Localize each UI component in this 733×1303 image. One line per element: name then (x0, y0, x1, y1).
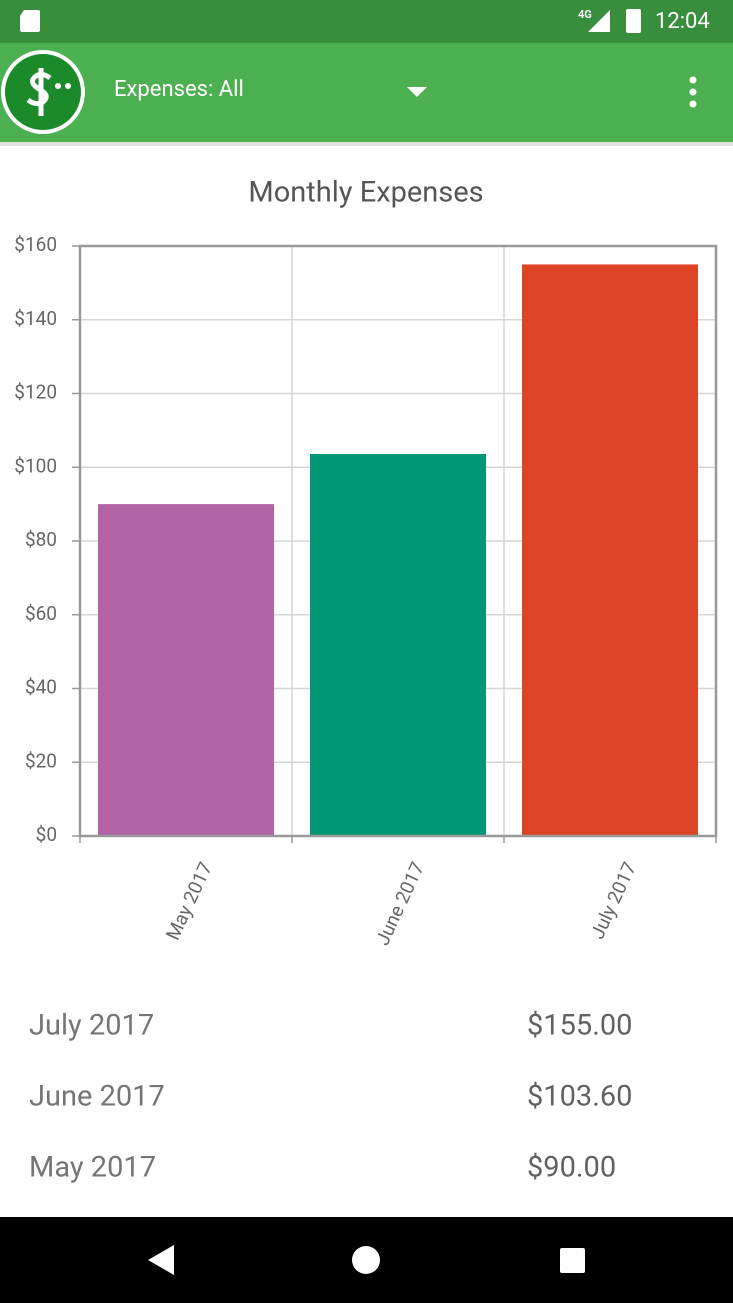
app-bar-shadow (0, 142, 733, 146)
chart-title: Monthly Expenses (248, 176, 483, 210)
battery-icon (626, 9, 641, 33)
dropdown-arrow[interactable] (407, 87, 427, 97)
y-tick-label: $100 (14, 454, 57, 477)
x-tick-label: May 2017 (161, 859, 217, 944)
overflow-menu[interactable] (689, 76, 697, 108)
y-tick-label: $140 (14, 307, 57, 330)
row-label: May 2017 (29, 1151, 156, 1185)
back-button[interactable] (148, 1245, 174, 1275)
y-tick-label: $80 (25, 528, 57, 551)
chart: $0 $20 $40 $60 $80 $100 $120 $140 $160 May 2017 Ju… (14, 233, 718, 949)
menu-dot (689, 76, 697, 84)
clock: 12:04 (655, 9, 710, 34)
status-bar (0, 0, 733, 43)
filter-spinner[interactable]: Expenses: All (114, 77, 244, 102)
row-amount: $155.00 (527, 1009, 632, 1043)
expense-row[interactable]: May 2017 $90.00 (29, 1151, 616, 1185)
y-tick-label: $160 (14, 233, 57, 256)
signal-icon (588, 10, 610, 32)
app-bar (0, 43, 733, 142)
menu-dot (689, 100, 697, 108)
y-tick-label: $0 (36, 823, 57, 846)
expense-row[interactable]: June 2017 $103.60 (29, 1080, 632, 1114)
bar (310, 453, 486, 836)
menu-dot (689, 88, 697, 96)
expense-list: July 2017 $155.00 June 2017 $103.60 May 2017… (29, 1009, 632, 1185)
bar (98, 504, 274, 836)
row-amount: $90.00 (527, 1151, 616, 1185)
y-tick-label: $20 (25, 749, 57, 772)
network-type: 4G (578, 8, 592, 21)
x-tick-label: July 2017 (586, 859, 641, 943)
logo-dot (55, 83, 61, 89)
recents-button[interactable] (560, 1248, 585, 1273)
y-tick-label: $40 (25, 676, 57, 699)
row-label: June 2017 (29, 1080, 165, 1114)
y-tick-label: $60 (25, 602, 57, 625)
plot-border (78, 244, 718, 838)
sd-icon (20, 10, 40, 32)
x-tick-label: June 2017 (371, 859, 429, 949)
logo-symbol (26, 68, 52, 116)
bar (522, 264, 698, 836)
app-logo[interactable] (1, 50, 85, 134)
logo-dot (65, 83, 71, 89)
home-button[interactable] (352, 1246, 380, 1274)
row-label: July 2017 (29, 1009, 154, 1043)
row-amount: $103.60 (527, 1080, 632, 1114)
expense-row[interactable]: July 2017 $155.00 (29, 1009, 632, 1043)
y-tick-label: $120 (14, 381, 57, 404)
